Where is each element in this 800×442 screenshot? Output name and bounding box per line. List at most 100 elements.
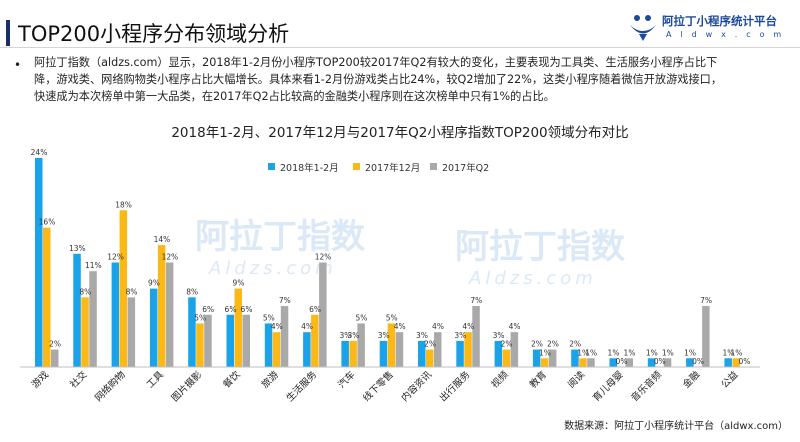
data-label: 14% (154, 235, 171, 244)
category-label: 餐饮 (221, 368, 243, 390)
data-label: 13% (69, 244, 86, 253)
logo-name: 阿拉丁小程序统计平台 (662, 14, 777, 28)
bar (349, 340, 357, 367)
category-label: 社交 (67, 368, 89, 390)
category-label: 网络购物 (92, 368, 128, 404)
category-label: 游戏 (29, 368, 51, 390)
bar (73, 253, 81, 367)
category-label: 线下零售 (360, 369, 395, 404)
category-label: 图片摄影 (169, 368, 205, 404)
data-label: 5% (386, 313, 398, 322)
data-label: 16% (39, 218, 56, 227)
bar (579, 358, 587, 367)
bar (89, 271, 97, 367)
category-label: 育儿母婴 (590, 369, 625, 404)
bar (319, 262, 327, 367)
bar (395, 332, 404, 367)
watermark-url: Aldzs.com (468, 268, 597, 289)
bar (111, 262, 120, 367)
bar (702, 306, 710, 367)
bar (51, 349, 59, 367)
data-label: 4% (271, 322, 283, 331)
bar (548, 349, 557, 367)
data-label: 4% (432, 322, 444, 331)
data-label: 5% (194, 313, 206, 322)
data-label: 3% (378, 331, 390, 340)
data-label: 0% (616, 357, 628, 366)
bar (434, 332, 442, 367)
data-label: 1% (730, 348, 742, 357)
data-label: 8% (126, 287, 138, 296)
bar (264, 323, 273, 367)
category-label: 汽车 (336, 369, 358, 391)
bar (149, 288, 158, 367)
legend-label: 2017年Q2 (442, 163, 490, 174)
data-label: 6% (309, 305, 321, 314)
data-label: 2% (547, 340, 559, 349)
bar (625, 358, 633, 367)
data-label: 2% (49, 340, 61, 349)
data-label: 2% (424, 340, 436, 349)
category-label: 金融 (680, 368, 702, 390)
bar (234, 288, 242, 367)
category-label: 音乐音频 (629, 368, 665, 404)
data-source-note: 数据来源：阿拉丁小程序统计平台（aldwx.com） (564, 421, 788, 432)
data-label: 6% (225, 305, 237, 314)
bar (43, 227, 51, 367)
data-label: 3% (339, 331, 351, 340)
data-label: 11% (85, 261, 102, 270)
data-label: 2% (569, 340, 581, 349)
watermark-url: Aldzs.com (208, 258, 337, 279)
data-label: 1% (662, 348, 674, 357)
title-divider (0, 47, 800, 48)
bar (127, 297, 136, 367)
data-label: 1% (646, 348, 658, 357)
bar (494, 340, 503, 367)
bar (724, 358, 732, 367)
data-label: 1% (624, 348, 636, 357)
data-label: 4% (394, 322, 406, 331)
bar (157, 245, 166, 367)
data-label: 6% (202, 305, 214, 314)
data-label: 2% (531, 340, 543, 349)
watermark-name: 阿拉丁指数 (195, 217, 365, 257)
data-label: 1% (577, 348, 589, 357)
bar (165, 262, 174, 367)
bar (81, 297, 89, 367)
category-label: 出行服务 (437, 368, 473, 404)
bar (387, 323, 396, 367)
data-label: 8% (186, 287, 198, 296)
bar (540, 358, 549, 367)
legend-swatch (268, 163, 275, 170)
data-label: 0% (738, 357, 750, 366)
chart-title: 2018年1-2月、2017年12月与2017年Q2小程序指数TOP200领域分… (171, 125, 629, 141)
bar (663, 358, 672, 367)
data-label: 7% (279, 296, 291, 305)
data-label: 3% (347, 331, 359, 340)
bar (609, 358, 617, 367)
aladdin-lamp-icon (630, 15, 656, 41)
bar (188, 297, 196, 367)
data-label: 8% (79, 287, 91, 296)
data-label: 7% (470, 296, 482, 305)
bar (418, 340, 426, 367)
data-label: 1% (539, 348, 551, 357)
bullet-marker: • (14, 58, 22, 72)
data-label: 12% (107, 253, 124, 262)
bar (510, 332, 519, 367)
data-label: 1% (684, 348, 696, 357)
category-label: 阅读 (565, 368, 587, 390)
brand-logo: 阿拉丁小程序统计平台 A l d w x . c o m (628, 10, 796, 44)
data-label: 4% (301, 322, 313, 331)
data-label: 9% (148, 279, 160, 288)
bar (35, 158, 43, 367)
bar (272, 332, 281, 367)
bar (732, 358, 740, 367)
data-label: 3% (454, 331, 466, 340)
data-label: 1% (585, 348, 597, 357)
category-label: 生活服务 (284, 368, 320, 404)
bar (119, 210, 128, 367)
category-label: 公益 (719, 368, 741, 390)
data-label: 2% (501, 340, 513, 349)
bar (242, 314, 250, 367)
